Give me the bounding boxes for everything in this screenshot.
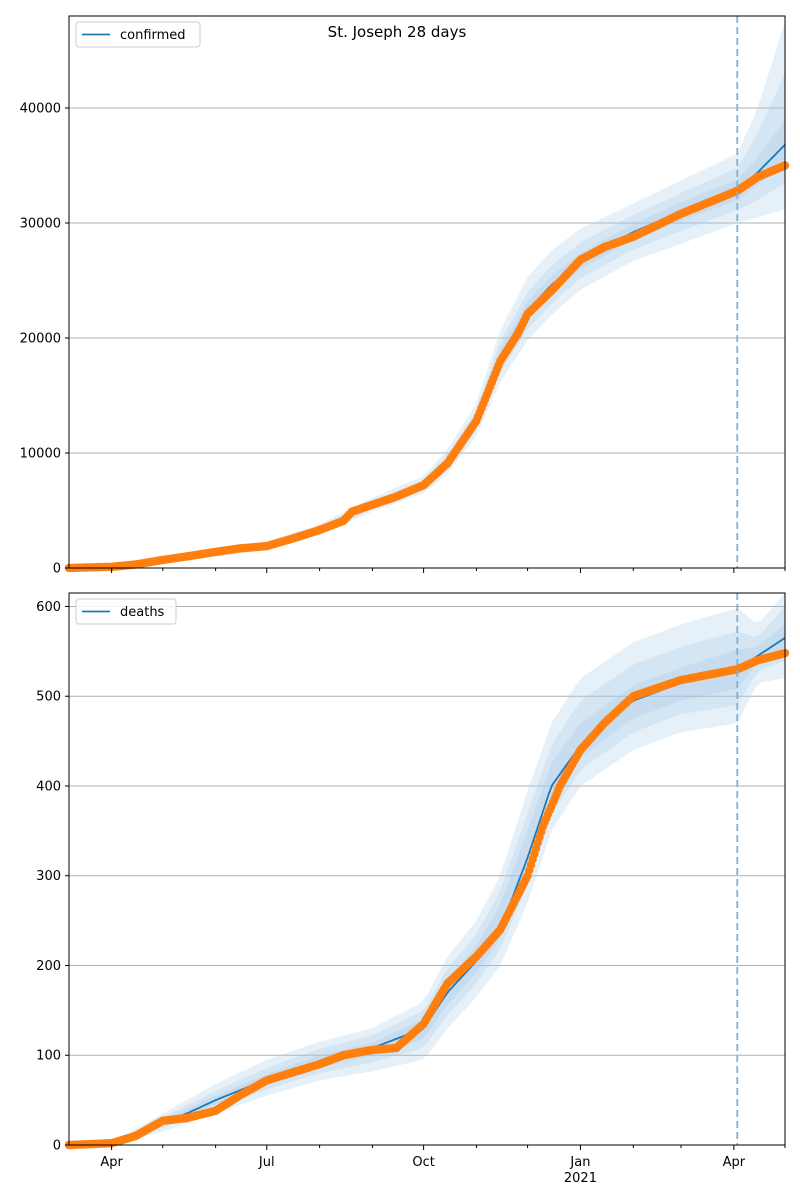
figure-title: St. Joseph 28 days (328, 23, 467, 41)
x-tick-label: Apr (100, 1155, 123, 1170)
y-tick-label: 10000 (20, 447, 61, 462)
axes-frame (68, 15, 786, 569)
y-tick-label: 600 (36, 600, 61, 615)
legend-label: deaths (120, 605, 165, 620)
y-tick-label: 200 (36, 959, 61, 974)
y-tick-label: 30000 (20, 217, 61, 232)
y-tick-label: 20000 (20, 332, 61, 347)
legend-box (75, 598, 177, 625)
y-tick-label: 0 (53, 1139, 61, 1154)
y-tick-label: 300 (36, 869, 61, 884)
legend-label: confirmed (120, 28, 186, 43)
x-tick-label: Jan (569, 1155, 590, 1170)
uncertainty-band-2 (69, 606, 785, 1145)
y-tick-label: 100 (36, 1049, 61, 1064)
uncertainty-band-1 (69, 593, 785, 1145)
confirmed-panel: 0 10000 20000 30000 40000 confirmed (20, 15, 790, 577)
x-tick-label: Apr (723, 1155, 746, 1170)
legend-box (75, 21, 201, 48)
y-tick-label: 400 (36, 779, 61, 794)
x-tick-year-label: 2021 (564, 1171, 597, 1186)
deaths-legend: deaths (75, 598, 177, 625)
axes-frame (68, 592, 786, 1146)
x-tick-label: Oct (412, 1155, 434, 1170)
y-tick-label: 40000 (20, 102, 61, 117)
confirmed-legend: confirmed (75, 21, 201, 48)
x-tick-label: Jul (258, 1155, 275, 1170)
y-tick-label: 500 (36, 690, 61, 705)
y-tick-label: 0 (53, 562, 61, 577)
